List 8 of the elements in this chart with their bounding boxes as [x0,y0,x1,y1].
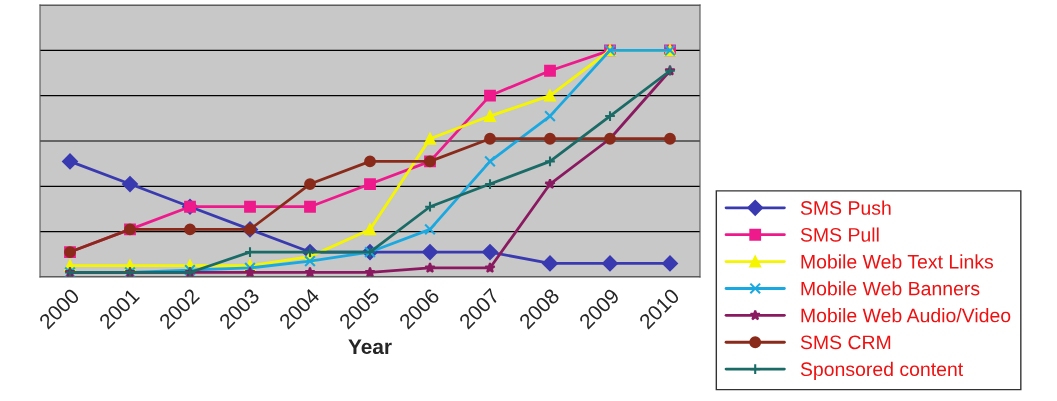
legend-label: Mobile Web Banners [801,281,980,296]
legend-label: Mobile Web Audio/Video [801,308,1011,323]
legend-label: SMS Pull [800,227,879,242]
legend-label: Mobile Web Text Links [801,254,994,269]
legend-label: Sponsored content [800,361,964,380]
x-axis-title: Year [348,339,392,355]
legend-label: SMS CRM [800,335,891,350]
legend-label: SMS Push [800,200,891,215]
